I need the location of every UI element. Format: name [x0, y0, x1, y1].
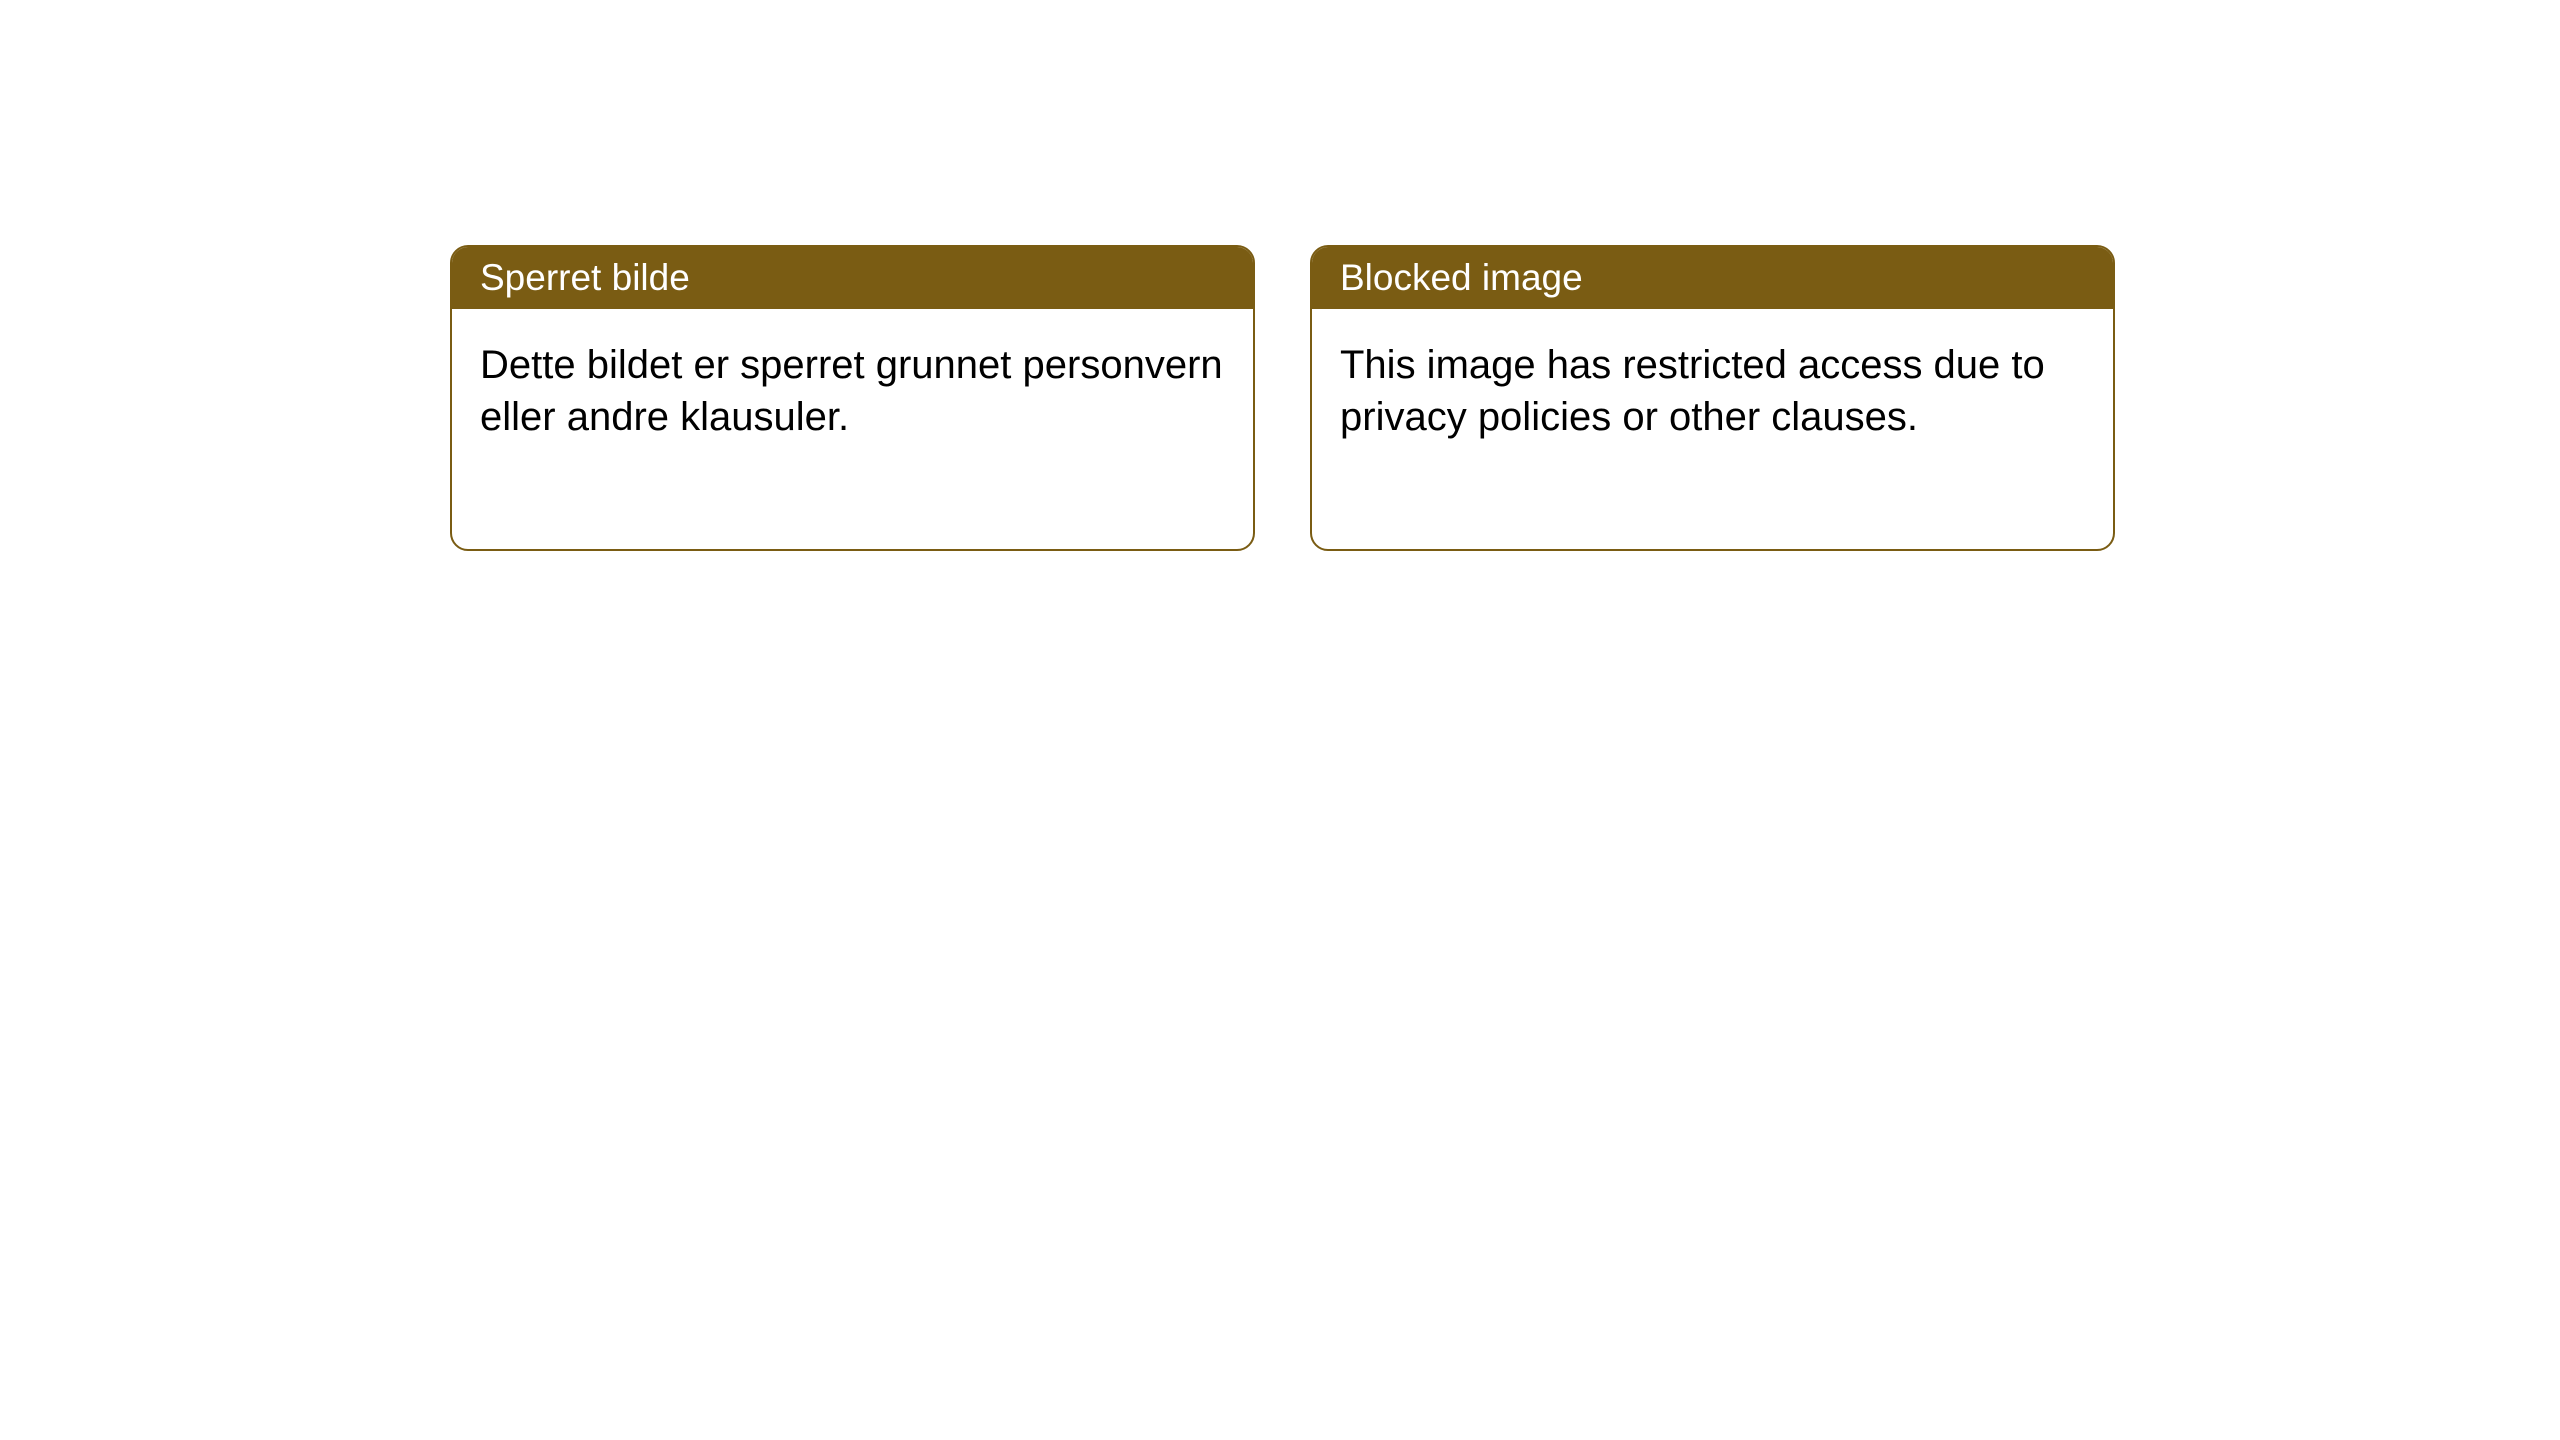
notice-text: This image has restricted access due to … — [1340, 343, 2045, 439]
notice-header: Blocked image — [1312, 247, 2113, 309]
notice-body: Dette bildet er sperret grunnet personve… — [452, 309, 1253, 549]
notice-title: Blocked image — [1340, 257, 1583, 298]
notice-body: This image has restricted access due to … — [1312, 309, 2113, 549]
notice-title: Sperret bilde — [480, 257, 690, 298]
notice-container: Sperret bilde Dette bildet er sperret gr… — [0, 0, 2560, 551]
notice-box-english: Blocked image This image has restricted … — [1310, 245, 2115, 551]
notice-text: Dette bildet er sperret grunnet personve… — [480, 343, 1223, 439]
notice-header: Sperret bilde — [452, 247, 1253, 309]
notice-box-norwegian: Sperret bilde Dette bildet er sperret gr… — [450, 245, 1255, 551]
